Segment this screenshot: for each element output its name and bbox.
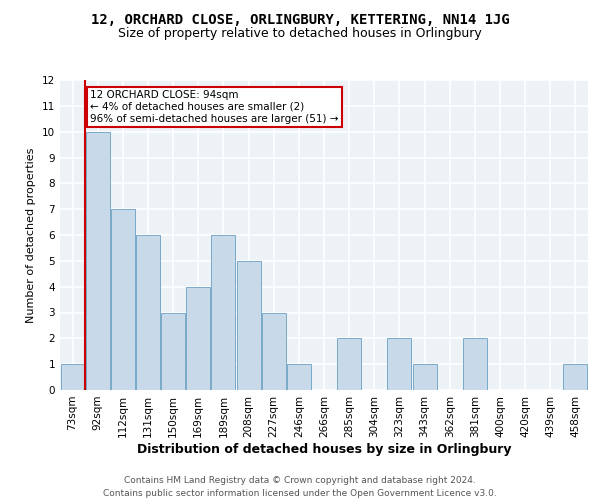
Bar (262, 312, 286, 390)
Bar (61, 364, 85, 390)
Bar (413, 364, 437, 390)
Y-axis label: Number of detached properties: Number of detached properties (26, 148, 37, 322)
Bar (287, 364, 311, 390)
Bar (86, 132, 110, 390)
Bar (388, 338, 412, 390)
Bar (337, 338, 361, 390)
Text: Contains HM Land Registry data © Crown copyright and database right 2024.: Contains HM Land Registry data © Crown c… (124, 476, 476, 485)
Bar (111, 209, 135, 390)
Text: 12 ORCHARD CLOSE: 94sqm
← 4% of detached houses are smaller (2)
96% of semi-deta: 12 ORCHARD CLOSE: 94sqm ← 4% of detached… (90, 90, 338, 124)
Bar (136, 235, 160, 390)
Bar (463, 338, 487, 390)
Bar (187, 286, 210, 390)
Text: Size of property relative to detached houses in Orlingbury: Size of property relative to detached ho… (118, 28, 482, 40)
Text: Contains public sector information licensed under the Open Government Licence v3: Contains public sector information licen… (103, 489, 497, 498)
Bar (563, 364, 587, 390)
Bar (236, 261, 260, 390)
X-axis label: Distribution of detached houses by size in Orlingbury: Distribution of detached houses by size … (137, 442, 511, 456)
Bar (161, 312, 185, 390)
Bar (211, 235, 235, 390)
Text: 12, ORCHARD CLOSE, ORLINGBURY, KETTERING, NN14 1JG: 12, ORCHARD CLOSE, ORLINGBURY, KETTERING… (91, 12, 509, 26)
